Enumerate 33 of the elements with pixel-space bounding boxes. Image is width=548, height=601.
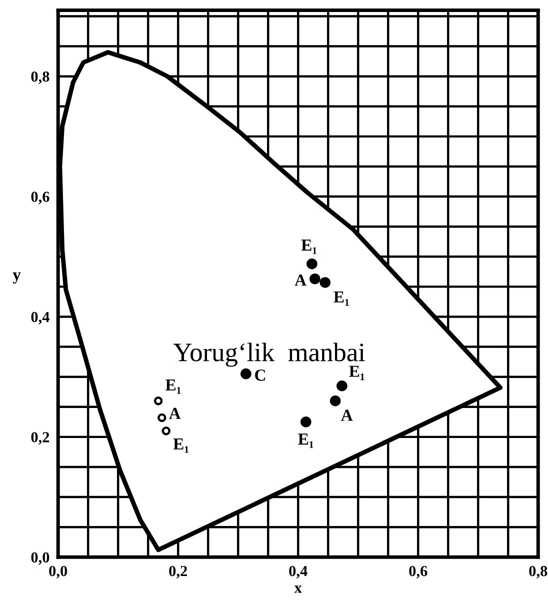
point <box>158 413 166 422</box>
annotation: E₁ <box>173 438 188 453</box>
point <box>330 395 341 406</box>
y-tick-label: 0,2 <box>31 432 50 445</box>
point <box>154 396 163 406</box>
point <box>310 273 320 284</box>
annotation: A <box>341 410 353 421</box>
annotation: E₁ <box>334 291 349 306</box>
y-tick-label: 0,6 <box>31 192 50 204</box>
point <box>300 416 312 428</box>
y-tick-label: 0,0 <box>31 552 50 565</box>
x-tick-label: 0,2 <box>169 566 187 578</box>
y-tick-label: 0,4 <box>31 312 50 324</box>
point <box>336 380 348 392</box>
annotation: Yorug‘lik manbai <box>173 342 365 367</box>
x-tick-label: 0,0 <box>49 566 68 578</box>
x-tick-label: 0,8 <box>529 566 548 578</box>
annotation: A <box>294 274 306 286</box>
annotation: E₁ <box>166 379 181 394</box>
annotation: E₁ <box>301 240 317 254</box>
x-tick-label: 0,4 <box>289 566 308 578</box>
point <box>320 277 331 288</box>
point <box>162 426 170 436</box>
x-axis-title: x <box>294 586 302 593</box>
annotation: E₁ <box>298 434 314 448</box>
annotation: E₁ <box>349 366 364 380</box>
point <box>240 368 252 380</box>
annotation: C <box>255 370 266 381</box>
x-tick-label: 0,6 <box>409 566 428 578</box>
annotation: A <box>169 408 181 419</box>
y-tick-label: 0,8 <box>31 71 50 84</box>
y-axis-title: y <box>12 272 21 284</box>
point <box>306 258 318 270</box>
